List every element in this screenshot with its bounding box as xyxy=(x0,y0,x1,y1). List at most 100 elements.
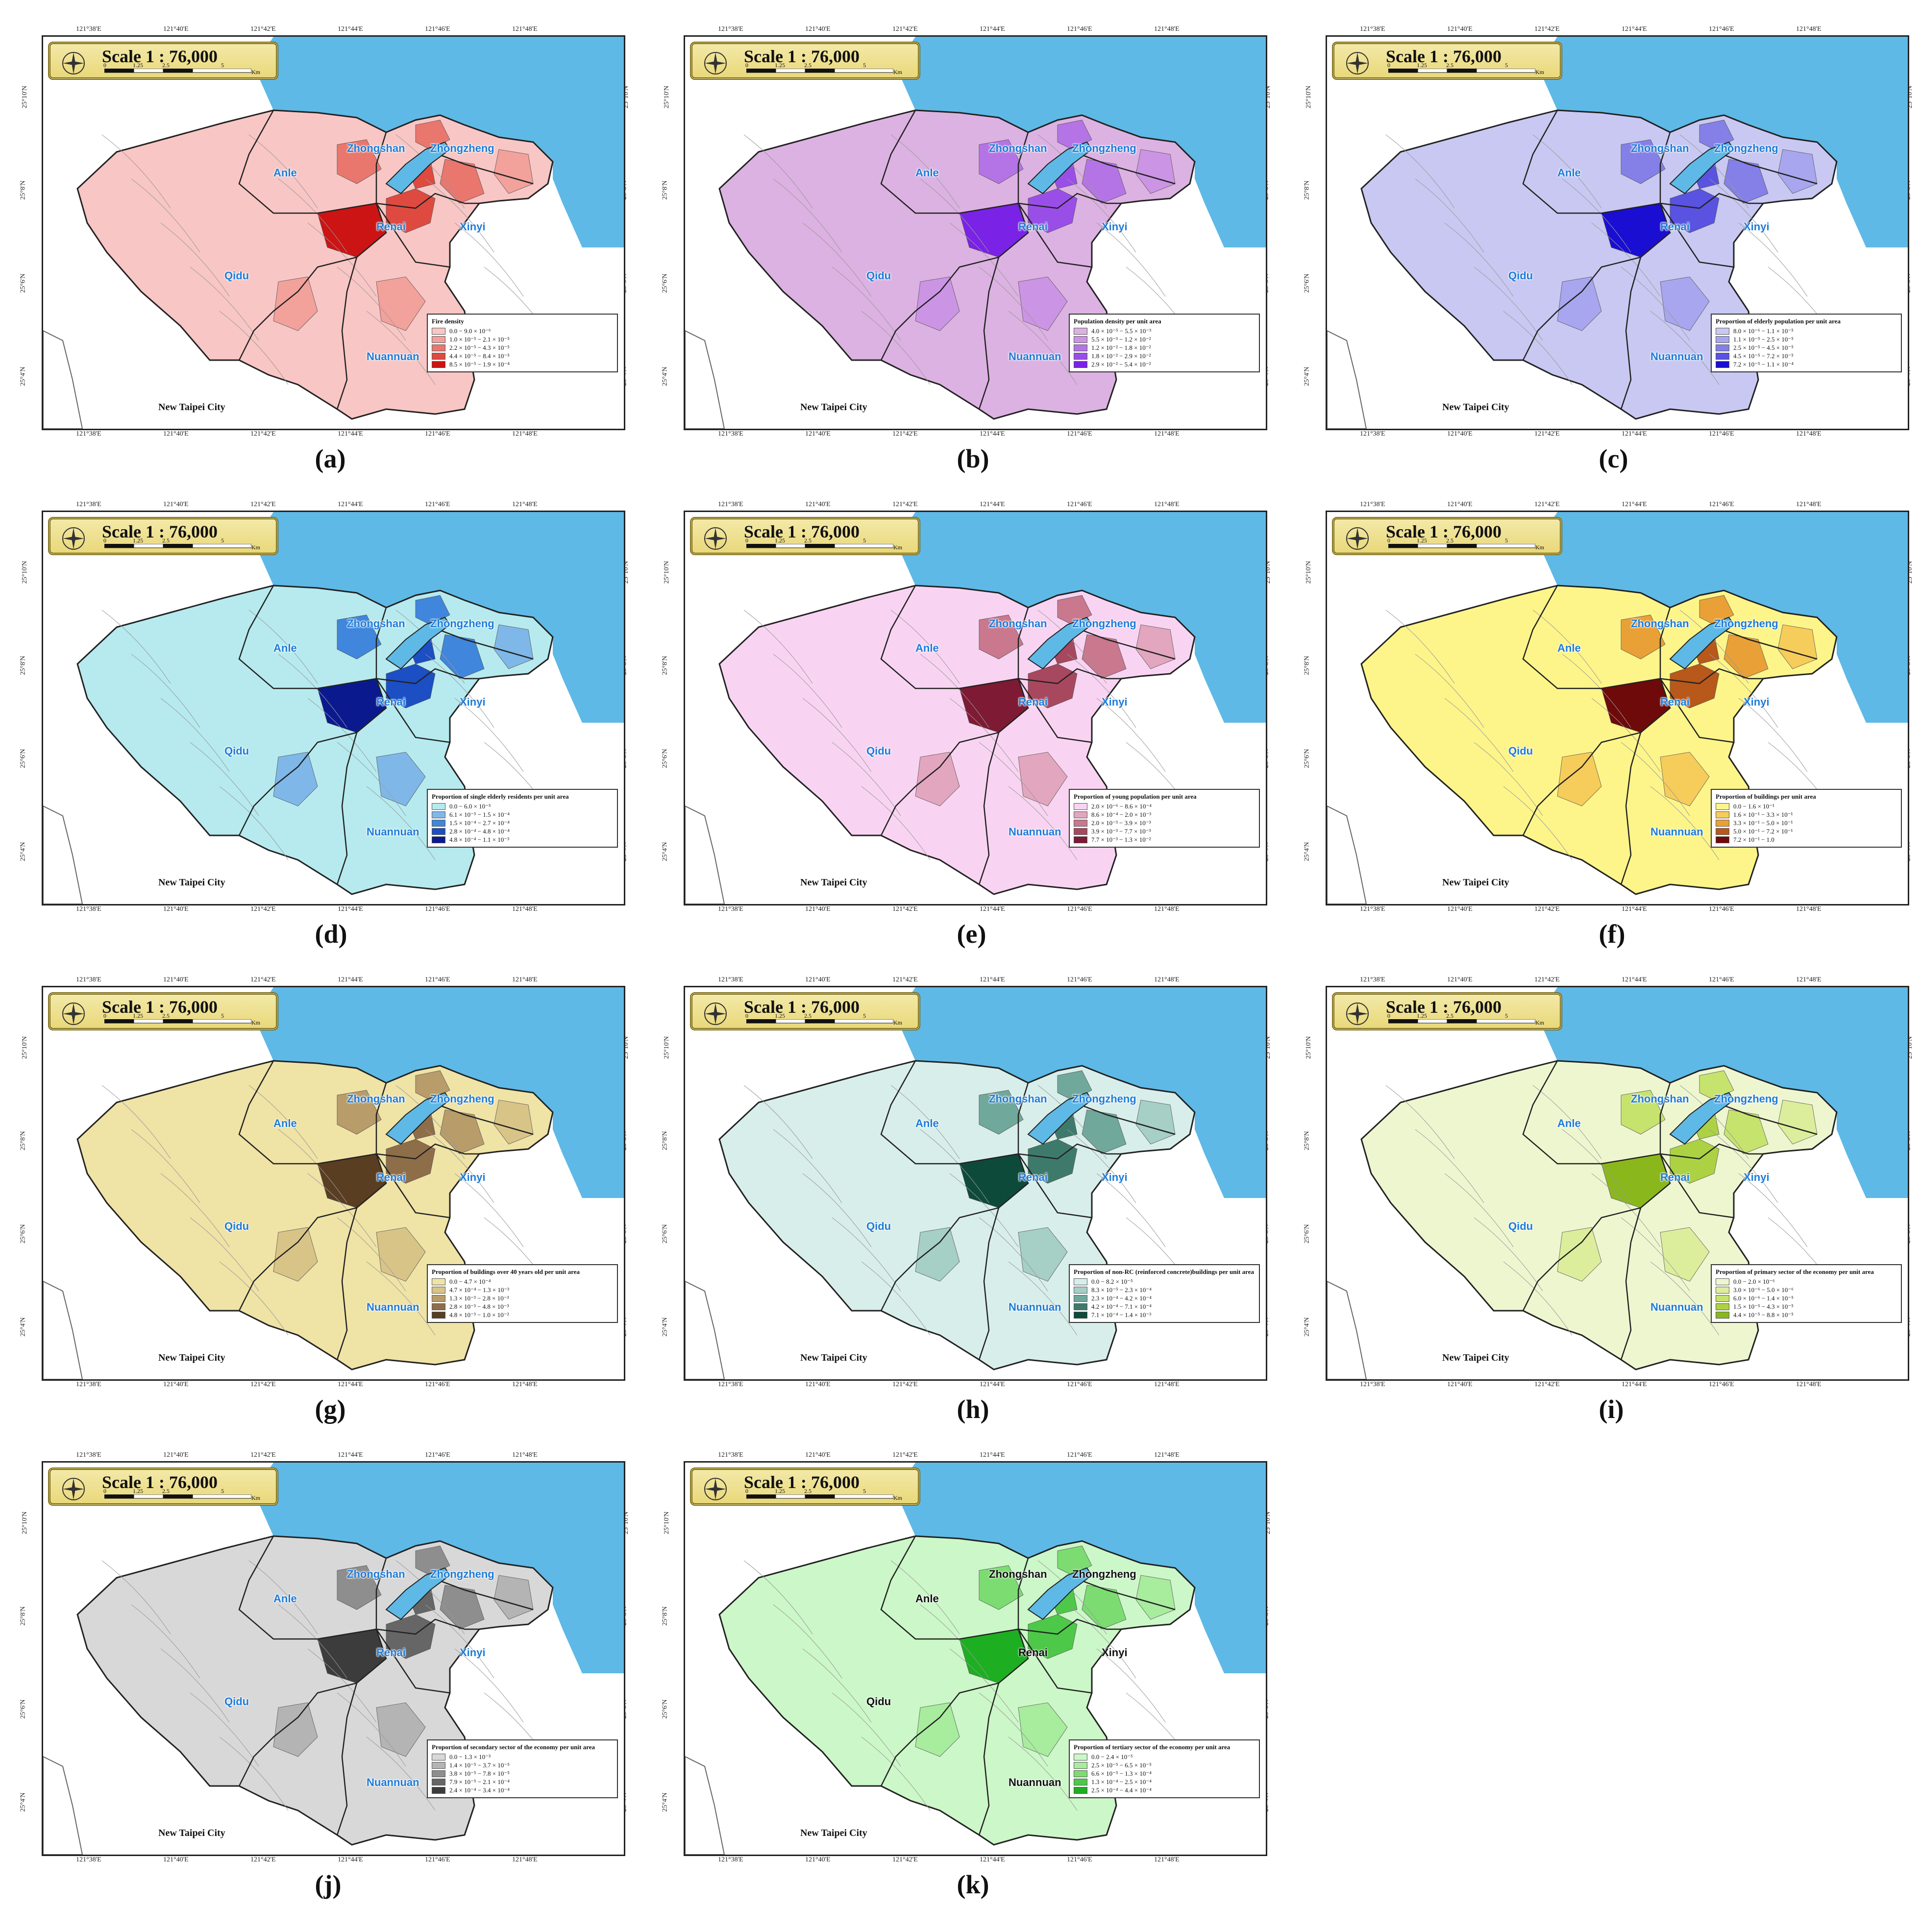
latitude-tick: 25°6'N xyxy=(19,1699,27,1719)
longitude-tick: 121°40'E xyxy=(805,1856,831,1863)
compass-star xyxy=(705,528,726,549)
city-area xyxy=(76,1535,554,1846)
longitude-tick: 121°40'E xyxy=(163,1856,189,1863)
unit-boundary xyxy=(743,1085,813,1159)
legend-swatch xyxy=(432,1295,445,1302)
legend-swatch xyxy=(432,1786,445,1794)
legend-label: 4.4 × 10⁻⁵ − 8.8 × 10⁻⁵ xyxy=(1733,1311,1794,1319)
legend-entry: 1.3 × 10⁻⁴ − 2.5 × 10⁻⁴ xyxy=(1074,1778,1255,1786)
longitude-tick: 121°40'E xyxy=(163,25,189,33)
coastline-west xyxy=(685,1280,725,1379)
district-label: Renai xyxy=(1660,1171,1690,1183)
legend-swatch xyxy=(1716,828,1729,835)
legend-label: 2.8 × 10⁻⁴ − 4.8 × 10⁻⁴ xyxy=(449,827,510,835)
latitude-tick: 25°4'N xyxy=(661,1317,669,1337)
scale-tick-label: 5 xyxy=(863,537,866,544)
sea-area xyxy=(254,512,624,723)
longitude-tick: 121°48'E xyxy=(1796,501,1822,508)
sea-area xyxy=(254,37,624,247)
map-frame: Scale 1 : 76,000 0 1.25 2.5 5 Km Zhongshan Zhon… xyxy=(684,511,1267,905)
legend-label: 0.0 − 2.4 × 10⁻⁵ xyxy=(1091,1753,1133,1761)
harbor-water xyxy=(1669,1092,1735,1145)
map-frame: Scale 1 : 76,000 0 1.25 2.5 5 Km Zhongshan Zhon… xyxy=(684,986,1267,1381)
longitude-tick: 121°46'E xyxy=(1067,430,1092,438)
unit-boundary xyxy=(1474,742,1543,816)
longitude-tick: 121°42'E xyxy=(250,976,276,983)
unit-boundary xyxy=(366,786,436,860)
harbor-water xyxy=(1027,1092,1093,1145)
compass-icon xyxy=(62,1478,85,1500)
longitude-tick: 121°48'E xyxy=(512,976,538,983)
district-boundary xyxy=(1659,678,1734,743)
unit-boundary xyxy=(160,1173,230,1247)
scale-bar-segment xyxy=(1447,69,1477,73)
legend-label: 1.5 × 10⁻⁵ − 4.3 × 10⁻⁵ xyxy=(1733,1302,1794,1310)
choropleth-unit xyxy=(440,1585,485,1630)
harbor-water xyxy=(1027,1567,1093,1620)
choropleth-unit xyxy=(915,752,960,807)
district-boundary xyxy=(1067,624,1176,660)
district-boundary xyxy=(1709,624,1818,660)
legend-entry: 4.4 × 10⁻⁵ − 8.8 × 10⁻⁵ xyxy=(1716,1311,1897,1319)
unit-boundary xyxy=(743,1560,813,1635)
map-legend: Proportion of buildings over 40 years ol… xyxy=(427,1264,618,1323)
longitude-tick: 121°48'E xyxy=(512,1856,538,1863)
scale-bar xyxy=(746,1019,893,1024)
scale-tick-label: 1.25 xyxy=(1417,1012,1427,1019)
unit-boundary xyxy=(802,222,872,297)
legend-entry: 4.8 × 10⁻⁴ − 1.1 × 10⁻³ xyxy=(432,835,613,844)
unit-boundary xyxy=(802,1173,872,1247)
scale-tick-label: 1.25 xyxy=(1417,62,1427,69)
longitude-tick: 121°46'E xyxy=(1067,501,1092,508)
legend-entry: 4.4 × 10⁻⁵ − 8.4 × 10⁻⁵ xyxy=(432,352,613,360)
latitude-tick: 25°4'N xyxy=(19,367,27,386)
longitude-tick: 121°40'E xyxy=(163,905,189,913)
longitude-tick: 121°46'E xyxy=(425,1381,450,1388)
unit-boundary xyxy=(1503,1261,1573,1336)
longitude-tick: 121°44'E xyxy=(338,1856,363,1863)
legend-entry: 3.3 × 10⁻¹ − 5.0 × 10⁻¹ xyxy=(1716,819,1897,827)
district-label: Zhongzheng xyxy=(430,617,494,630)
district-label: Zhongshan xyxy=(989,617,1047,630)
legend-title: Proportion of elderly population per uni… xyxy=(1716,318,1841,325)
longitude-tick: 121°44'E xyxy=(1622,1381,1647,1388)
district-boundary xyxy=(880,203,1029,361)
unit-boundary xyxy=(190,1217,259,1292)
latitude-tick: 25°10'N xyxy=(21,561,29,584)
unit-boundary xyxy=(861,1736,931,1811)
longitude-tick: 121°38'E xyxy=(76,1451,101,1459)
longitude-tick: 121°40'E xyxy=(805,25,831,33)
scale-unit: Km xyxy=(251,69,260,75)
longitude-tick: 121°38'E xyxy=(718,25,743,33)
scale-box: Scale 1 : 76,000 0 1.25 2.5 5 Km xyxy=(690,517,920,555)
map-panel: 121°38'E 121°38'E 121°40'E 121°40'E 121°42'E… xyxy=(20,500,644,960)
unit-boundary xyxy=(802,1648,872,1723)
longitude-tick: 121°38'E xyxy=(76,501,101,508)
scale-unit: Km xyxy=(1535,1019,1544,1026)
legend-label: 4.8 × 10⁻⁴ − 1.1 × 10⁻³ xyxy=(449,835,510,843)
unit-boundary xyxy=(190,1692,259,1767)
district-boundary xyxy=(1522,203,1671,361)
scale-bar-segment xyxy=(192,1494,251,1499)
legend-swatch xyxy=(1716,352,1729,360)
unit-boundary xyxy=(278,654,347,728)
longitude-tick: 121°42'E xyxy=(892,25,918,33)
district-label: Renai xyxy=(376,696,406,708)
legend-entry: 1.1 × 10⁻⁵ − 2.5 × 10⁻⁵ xyxy=(1716,335,1897,343)
choropleth-unit xyxy=(1557,276,1602,331)
longitude-tick: 121°46'E xyxy=(1067,976,1092,983)
scale-bar-segment xyxy=(746,1019,776,1024)
district-label: Renai xyxy=(1660,696,1690,708)
longitude-tick: 121°40'E xyxy=(163,1381,189,1388)
latitude-tick: 25°10'N xyxy=(663,1511,671,1535)
legend-swatch xyxy=(432,1770,445,1777)
choropleth-unit xyxy=(1621,1090,1666,1135)
scale-bar xyxy=(1388,1019,1535,1024)
unit-boundary xyxy=(861,786,931,860)
district-boundary xyxy=(238,585,377,689)
coastline-west xyxy=(43,805,83,904)
longitude-tick: 121°46'E xyxy=(1709,430,1734,438)
compass-icon xyxy=(704,52,727,74)
legend-swatch xyxy=(432,1778,445,1785)
longitude-tick: 121°44'E xyxy=(338,976,363,983)
